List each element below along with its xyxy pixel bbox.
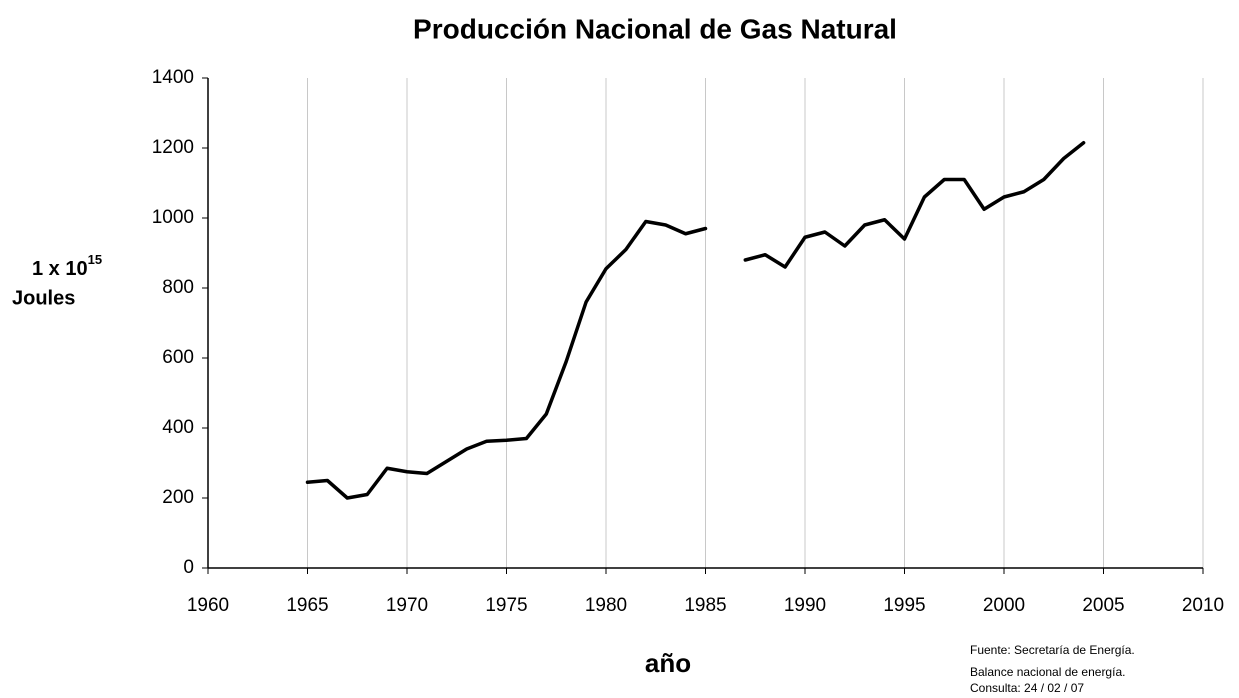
y-axis-label: 1 x 1015 <box>32 252 102 280</box>
y-tick-label: 0 <box>183 557 194 578</box>
x-tick-label: 1985 <box>684 595 726 616</box>
source-note: Consulta: 24 / 02 / 07 <box>970 681 1084 695</box>
x-tick-label: 2005 <box>1082 595 1124 616</box>
y-tick-label: 600 <box>162 347 194 368</box>
y-tick-label: 200 <box>162 487 194 508</box>
x-tick-label: 1990 <box>784 595 826 616</box>
x-tick-label: 1965 <box>286 595 328 616</box>
x-tick-label: 1975 <box>485 595 527 616</box>
data-line <box>305 141 1086 500</box>
y-tick-label: 1000 <box>152 207 194 228</box>
source-note: Balance nacional de energía. <box>970 665 1125 679</box>
x-tick-label: 1995 <box>883 595 925 616</box>
x-tick-label: 2010 <box>1182 595 1224 616</box>
y-tick-label: 1200 <box>152 137 194 158</box>
y-label-unit: Joules <box>12 287 75 309</box>
x-axis-label: año <box>645 648 691 678</box>
x-tick-label: 1960 <box>187 595 229 616</box>
source-note: Fuente: Secretaría de Energía. <box>970 643 1135 657</box>
y-tick-label: 1400 <box>152 67 194 88</box>
chart-title: Producción Nacional de Gas Natural <box>413 13 897 44</box>
y-label-base: 1 x 10 <box>32 258 88 280</box>
x-tick-label: 2000 <box>983 595 1025 616</box>
x-tick-label: 1970 <box>386 595 428 616</box>
y-label-exponent: 15 <box>88 252 102 267</box>
y-tick-label: 800 <box>162 277 194 298</box>
y-tick-label: 400 <box>162 417 194 438</box>
x-tick-label: 1980 <box>585 595 627 616</box>
